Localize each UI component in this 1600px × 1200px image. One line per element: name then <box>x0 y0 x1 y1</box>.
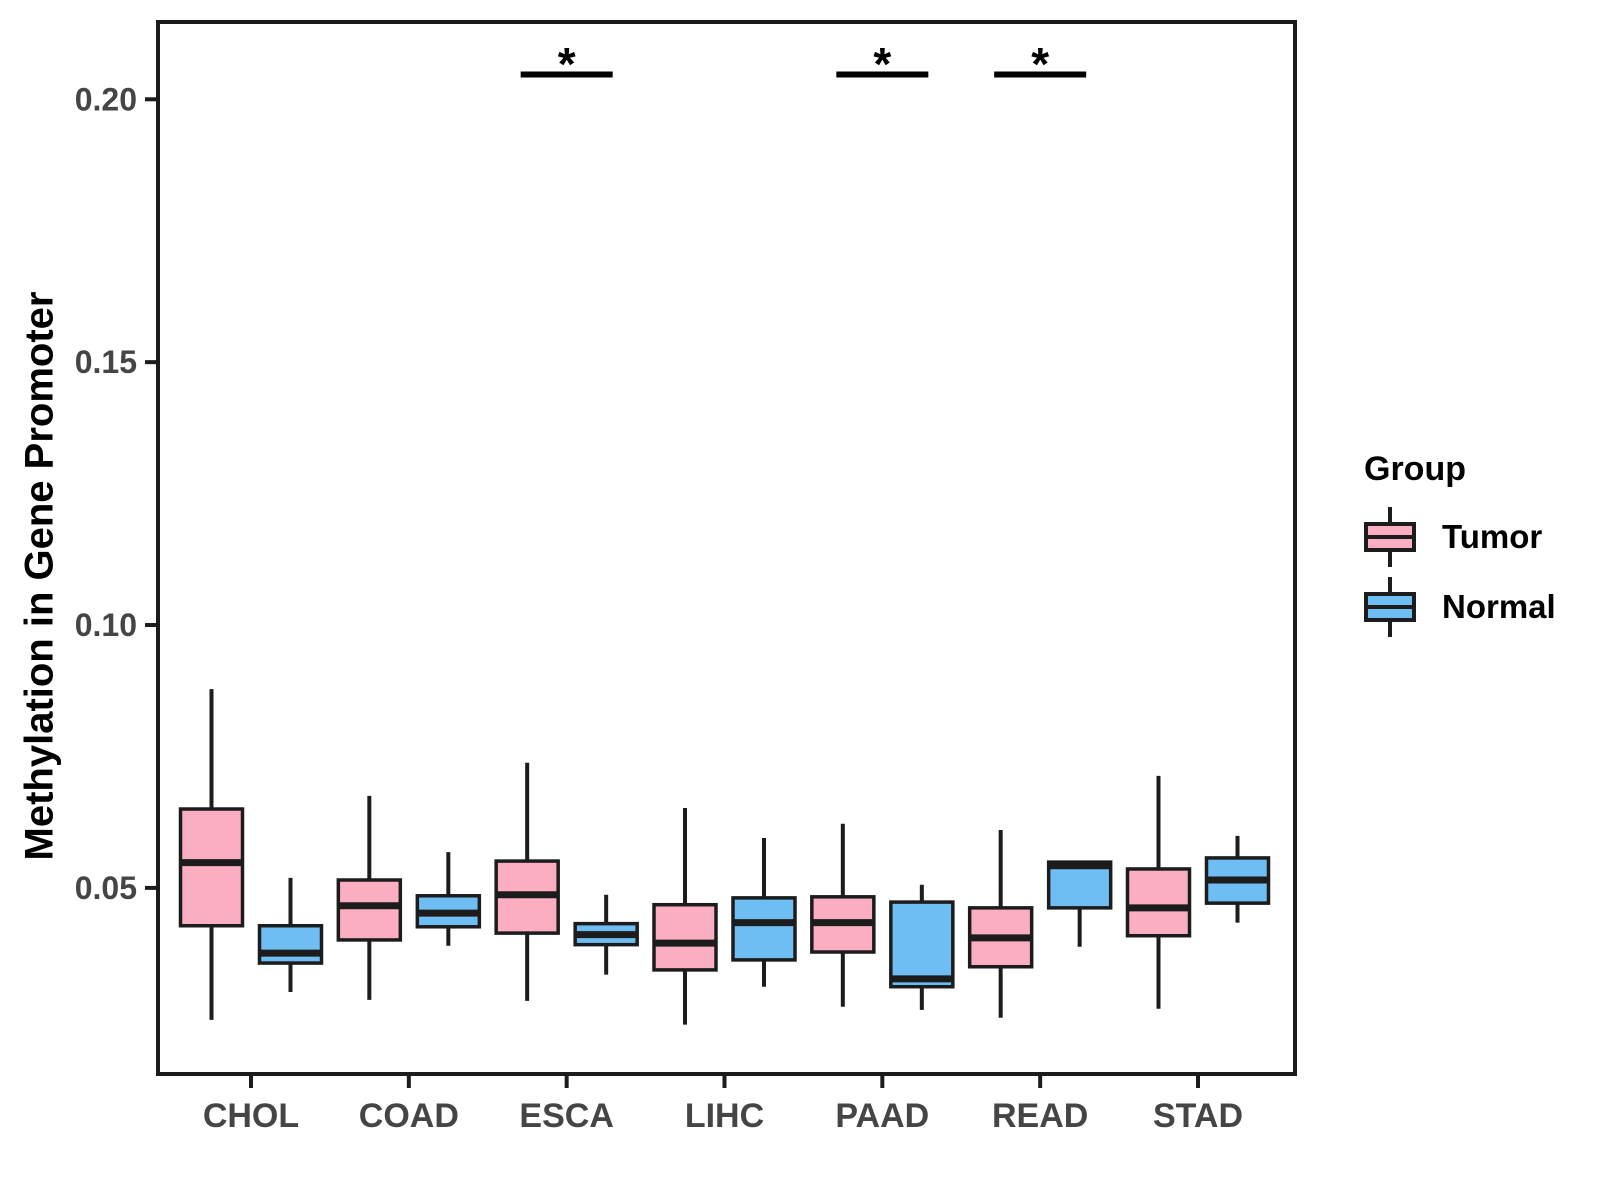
significance-star-PAAD: * <box>873 38 891 90</box>
box-tumor-CHOL <box>178 807 245 928</box>
y-tick-label-0.05: 0.05 <box>75 870 137 906</box>
box-normal-CHOL <box>257 923 324 965</box>
box-tumor-LIHC <box>652 902 718 972</box>
tumor-boxplot-key-icon <box>1364 507 1416 567</box>
x-tick-label-READ: READ <box>992 1097 1088 1135</box>
box-tumor-STAD <box>1125 867 1192 938</box>
x-tick-label-ESCA: ESCA <box>519 1097 613 1135</box>
y-tick-label-0.10: 0.10 <box>75 607 137 643</box>
significance-star-READ: * <box>1031 38 1049 90</box>
normal-boxplot-key-icon <box>1364 577 1416 637</box>
y-tick-label-0.20: 0.20 <box>75 81 137 117</box>
legend-item-tumor: Tumor <box>1362 505 1592 569</box>
box-normal-READ <box>1046 860 1113 910</box>
legend-label-tumor: Tumor <box>1442 518 1543 555</box>
legend-item-normal: Normal <box>1362 575 1592 639</box>
box-normal-PAAD <box>889 900 955 989</box>
box-normal-LIHC <box>731 896 797 962</box>
legend-label-normal: Normal <box>1442 588 1556 625</box>
y-tick-label-0.15: 0.15 <box>75 344 137 380</box>
legend: Group Tumor Normal <box>1362 450 1592 639</box>
significance-star-ESCA: * <box>558 38 576 90</box>
box-tumor-COAD <box>336 878 403 942</box>
panel-border <box>156 20 1297 1076</box>
x-tick-label-COAD: COAD <box>359 1097 459 1135</box>
legend-title: Group <box>1364 450 1466 488</box>
x-tick-label-LIHC: LIHC <box>685 1097 764 1135</box>
x-tick-label-STAD: STAD <box>1153 1097 1243 1135</box>
x-tick-label-PAAD: PAAD <box>835 1097 929 1135</box>
x-tick-label-CHOL: CHOL <box>203 1097 299 1135</box>
